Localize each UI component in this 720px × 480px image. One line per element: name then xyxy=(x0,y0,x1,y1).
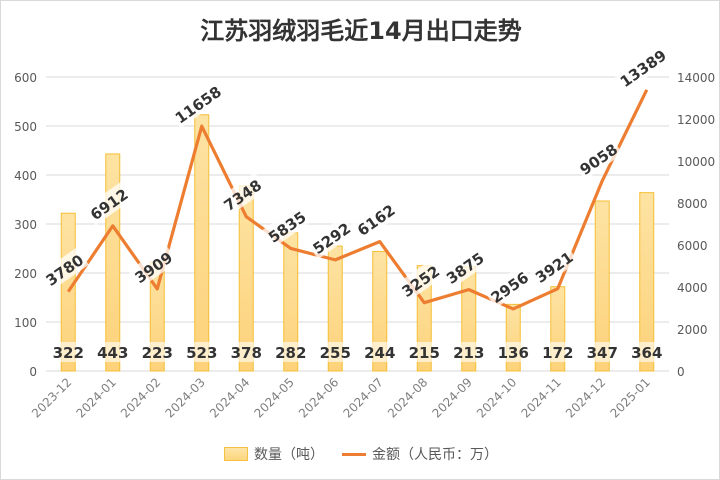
y-right-tick-label: 12000 xyxy=(677,113,715,127)
legend-bar-swatch xyxy=(224,447,248,461)
line-label-bg xyxy=(484,264,534,309)
legend-label-amount: 金额（人民币：万） xyxy=(372,447,498,463)
y-right-tick-label: 0 xyxy=(677,365,685,379)
bar-label-bg xyxy=(628,342,665,362)
y-left-tick-label: 500 xyxy=(14,120,37,134)
x-tick-label: 2024-04 xyxy=(207,375,252,420)
line-label-bg xyxy=(350,197,401,241)
bar xyxy=(194,114,210,372)
bar-data-label: 244 xyxy=(364,344,395,362)
x-tick-label: 2024-02 xyxy=(118,375,163,420)
line-label-group: 6162 xyxy=(350,197,401,241)
x-tick-label: 2023-12 xyxy=(29,375,74,420)
line-label-bg xyxy=(83,181,134,226)
bar-data-label: 213 xyxy=(453,344,484,362)
bar-label-bg xyxy=(450,342,487,362)
bar-label-bg xyxy=(406,342,443,362)
x-tick-label: 2024-05 xyxy=(252,375,297,420)
y-left-tick-label: 300 xyxy=(14,218,37,232)
y-right-tick-label: 14000 xyxy=(677,71,715,85)
bar-data-label: 282 xyxy=(275,344,306,362)
legend-item-amount: 金额（人民币：万） xyxy=(342,444,498,464)
y-right-tick-label: 6000 xyxy=(677,239,708,253)
bar-data-label: 172 xyxy=(542,344,573,362)
line-label-group: 9058 xyxy=(573,136,623,181)
x-tick-label: 2024-09 xyxy=(430,375,475,420)
bar-label-bg xyxy=(361,342,398,362)
bar-data-label: 378 xyxy=(231,344,262,362)
x-tick-label: 2024-06 xyxy=(296,375,341,420)
line-label-bg xyxy=(613,42,672,93)
line-label-bg xyxy=(168,79,227,129)
line-label-bg xyxy=(39,247,89,292)
bar-data-label: 523 xyxy=(186,344,217,362)
bar-data-label: 364 xyxy=(631,344,662,362)
x-tick-label: 2025-01 xyxy=(608,375,653,420)
x-tick-label: 2024-10 xyxy=(474,375,519,420)
bar-data-label: 347 xyxy=(587,344,618,362)
line-label-bg xyxy=(261,204,312,248)
line-label-bg xyxy=(395,258,445,303)
line-label-bg xyxy=(217,172,267,217)
bar-label-bg xyxy=(139,342,176,362)
bar-data-label: 215 xyxy=(409,344,440,362)
legend-item-quantity: 数量（吨） xyxy=(224,444,324,464)
bar-label-bg xyxy=(228,342,265,362)
y-left-tick-label: 400 xyxy=(14,169,37,183)
bar-label-bg xyxy=(539,342,576,362)
chart-title: 江苏羽绒羽毛近14月出口走势 xyxy=(200,17,522,45)
bar-label-bg xyxy=(584,342,621,362)
y-right-tick-label: 10000 xyxy=(677,155,715,169)
bar-label-bg xyxy=(50,342,87,362)
line-label-group: 3921 xyxy=(528,244,579,289)
bar-label-bg xyxy=(94,342,131,362)
x-tick-label: 2024-03 xyxy=(163,375,208,420)
x-tick-label: 2024-08 xyxy=(385,375,430,420)
x-tick-label: 2024-01 xyxy=(74,375,119,420)
x-tick-label: 2024-12 xyxy=(563,375,608,420)
y-left-tick-label: 100 xyxy=(14,316,37,330)
bar-label-bg xyxy=(317,342,354,362)
line-label-bg xyxy=(128,244,178,289)
legend-label-quantity: 数量（吨） xyxy=(254,447,324,463)
bar xyxy=(594,200,610,372)
line-label-bg xyxy=(306,215,356,260)
y-left-tick-label: 200 xyxy=(14,267,37,281)
bar-data-label: 443 xyxy=(97,344,128,362)
legend-line-swatch xyxy=(342,452,366,456)
bar xyxy=(372,250,388,372)
line-label-group: 13389 xyxy=(613,42,672,93)
x-tick-label: 2024-07 xyxy=(341,375,386,420)
bar xyxy=(639,192,655,372)
bar-data-label: 136 xyxy=(498,344,529,362)
line-label-bg xyxy=(528,244,579,289)
y-right-tick-label: 4000 xyxy=(677,281,708,295)
bar-label-bg xyxy=(183,342,220,362)
bar-data-label: 322 xyxy=(53,344,84,362)
y-right-tick-label: 8000 xyxy=(677,197,708,211)
line-label-bg xyxy=(573,136,623,181)
y-left-tick-label: 0 xyxy=(29,365,37,379)
y-right-tick-label: 2000 xyxy=(677,323,708,337)
x-tick-label: 2024-11 xyxy=(519,375,564,420)
bar-data-label: 255 xyxy=(320,344,351,362)
y-left-tick-label: 600 xyxy=(14,71,37,85)
bar-data-label: 223 xyxy=(142,344,173,362)
line-label-bg xyxy=(439,245,490,290)
bar-label-bg xyxy=(495,342,532,362)
bar-label-bg xyxy=(272,342,309,362)
legend: 数量（吨） 金额（人民币：万） xyxy=(1,444,719,464)
